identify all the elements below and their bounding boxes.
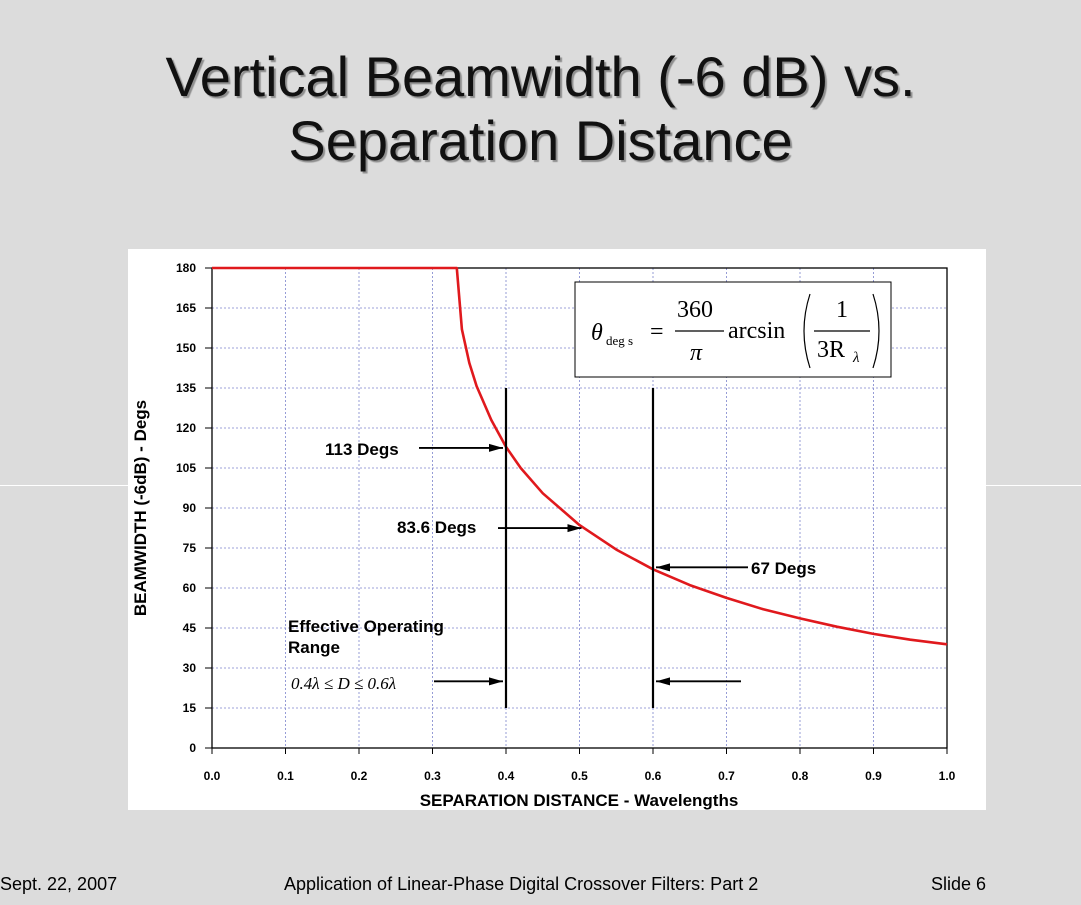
x-tick-label: 1.0 [939,769,956,783]
annotations: 113 Degs 83.6 Degs 67 Degs Effective Ope… [288,440,816,693]
range-label-line-1: Effective Operating [288,617,444,636]
arrow-range-right-head [656,677,670,686]
y-tick-label: 90 [183,501,197,515]
series-layer [211,266,948,646]
annotation-67-degs: 67 Degs [751,559,816,578]
equation-theta-subscript: deg s [606,333,633,348]
equation-numerator: 360 [677,297,713,323]
y-tick-label: 15 [183,701,197,715]
series-line [212,266,948,646]
axis-ticks: 0.0 0.1 0.2 0.3 0.4 0.5 0.6 0.7 0.8 0.9 1.0 0 15 30 45… [176,261,956,783]
vertical-markers [504,388,655,708]
annotation-113-degs: 113 Degs [325,440,399,459]
arrow-range-left-head [489,677,503,686]
arrow-67-degs-head [656,563,670,572]
y-tick-label: 165 [176,301,196,315]
y-tick-label: 135 [176,381,196,395]
arrow-83-6-degs-head [567,524,582,533]
chart-panel: 0.0 0.1 0.2 0.3 0.4 0.5 0.6 0.7 0.8 0.9 1.0 0 15 30 45… [128,249,986,810]
y-tick-label: 60 [183,581,197,595]
equation-inner-denominator: 3R [817,337,845,363]
x-tick-label: 0.4 [498,769,515,783]
x-tick-label: 0.1 [277,769,294,783]
y-axis-label: BEAMWIDTH (-6dB) - Degs [131,400,150,616]
equation-frame [574,281,892,378]
x-tick-label: 0.5 [571,769,588,783]
slide-title-line-2: Separation Distance [288,109,793,172]
y-tick-label: 30 [183,661,197,675]
footer-date: Sept. 22, 2007 [0,874,118,894]
equation-inner-numerator: 1 [836,297,848,323]
y-tick-label: 120 [176,421,196,435]
annotation-83-6-degs: 83.6 Degs [397,518,476,537]
y-tick-label: 105 [176,461,196,475]
x-tick-label: 0.3 [424,769,441,783]
arrow-113-degs-head [489,443,503,452]
y-tick-label: 180 [176,261,196,275]
x-axis-label: SEPARATION DISTANCE - Wavelengths [420,791,739,810]
slide-title: Vertical Beamwidth (-6 dB) vs. Separatio… [0,45,1081,173]
x-tick-label: 0.6 [645,769,662,783]
y-tick-label: 45 [183,621,197,635]
x-tick-label: 0.2 [351,769,368,783]
x-tick-label: 0.7 [718,769,735,783]
range-label-line-2: Range [288,638,340,657]
equation-equals: = [650,319,664,345]
equation-function: arcsin [728,318,785,344]
x-tick-label: 0.0 [204,769,221,783]
equation-right-paren [872,293,880,369]
footer-title: Application of Linear-Phase Digital Cros… [284,874,759,894]
y-tick-label: 150 [176,341,196,355]
equation-box: θ deg s = 360 π arcsin 1 3R λ [574,281,892,378]
beamwidth-chart: 0.0 0.1 0.2 0.3 0.4 0.5 0.6 0.7 0.8 0.9 1.0 0 15 30 45… [131,261,956,810]
footer-slide-number: Slide 6 [931,874,987,894]
equation-inner-subscript: λ [852,350,860,366]
y-tick-label: 0 [189,741,196,755]
x-tick-label: 0.9 [865,769,882,783]
equation-left-paren [803,293,811,369]
arrows [419,443,748,686]
y-tick-label: 75 [183,541,197,555]
x-tick-label: 0.8 [792,769,809,783]
equation-theta: θ [591,320,603,346]
range-formula: 0.4λ ≤ D ≤ 0.6λ [291,674,396,693]
slide-title-line-1: Vertical Beamwidth (-6 dB) vs. [165,45,916,108]
equation-denominator: π [690,340,703,366]
